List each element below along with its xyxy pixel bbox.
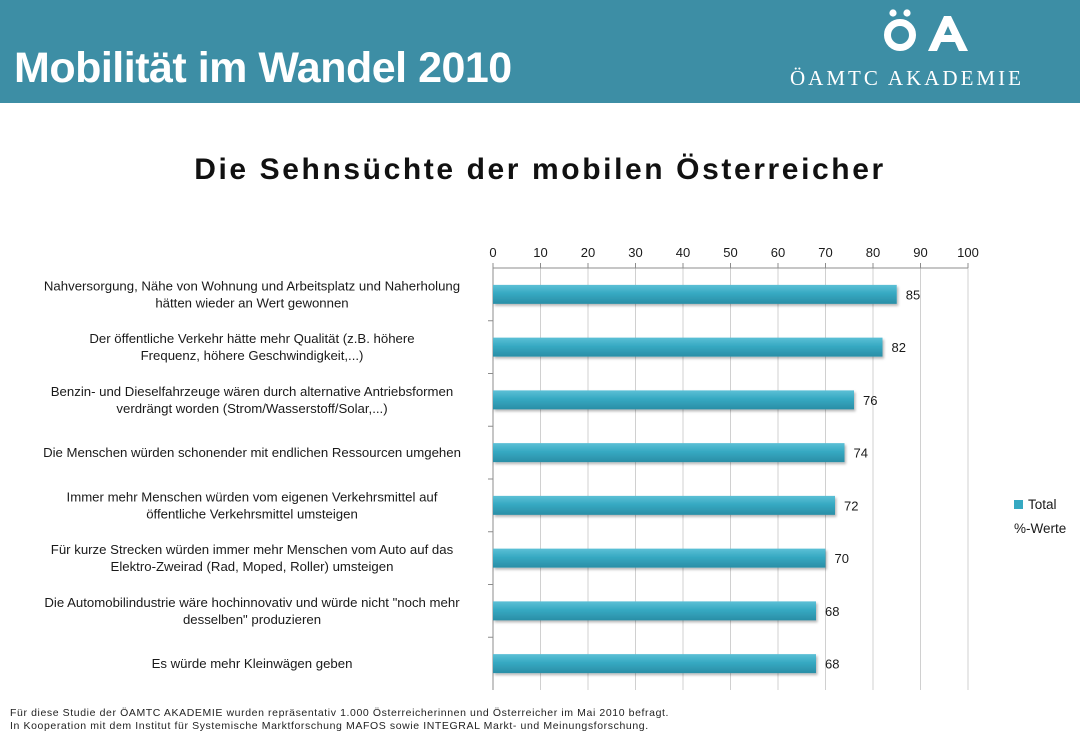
tick-label: 20 xyxy=(581,245,595,260)
legend-entry-total: Total xyxy=(1014,494,1066,514)
category-label: Die Automobilindustrie wäre hochinnovati… xyxy=(44,595,460,610)
category-label: hätten wieder an Wert gewonnen xyxy=(155,295,348,310)
bar xyxy=(493,495,835,515)
data-label: 68 xyxy=(825,657,839,672)
category-label: Die Menschen würden schonender mit endli… xyxy=(43,445,461,460)
page-title: Mobilität im Wandel 2010 xyxy=(14,44,512,92)
legend: Total %-Werte xyxy=(1014,494,1066,538)
data-label: 82 xyxy=(892,340,906,355)
tick-label: 60 xyxy=(771,245,785,260)
data-label: 85 xyxy=(906,287,920,302)
bar xyxy=(493,654,816,674)
tick-label: 40 xyxy=(676,245,690,260)
tick-label: 10 xyxy=(533,245,547,260)
category-label: Frequenz, höhere Geschwindigkeit,...) xyxy=(141,348,364,363)
header-bar: Mobilität im Wandel 2010 ÖAMTC AKADEMIE xyxy=(0,0,1080,103)
category-label: verdrängt worden (Strom/Wasserstoff/Sola… xyxy=(116,401,387,416)
oeamtc-logo-mark xyxy=(884,9,968,51)
bar xyxy=(493,390,854,410)
footnote-line: In Kooperation mit dem Institut für Syst… xyxy=(10,720,649,732)
tick-label: 70 xyxy=(818,245,832,260)
category-label: Nahversorgung, Nähe von Wohnung und Arbe… xyxy=(44,278,460,293)
footnote-line: Für diese Studie der ÖAMTC AKADEMIE wurd… xyxy=(10,707,670,719)
data-label: 74 xyxy=(854,446,868,461)
data-label: 70 xyxy=(835,551,849,566)
bar xyxy=(493,443,845,463)
chart-title: Die Sehnsüchte der mobilen Österreicher xyxy=(194,153,886,186)
tick-label: 100 xyxy=(957,245,979,260)
data-label: 68 xyxy=(825,604,839,619)
footnote: Für diese Studie der ÖAMTC AKADEMIE wurd… xyxy=(10,707,669,733)
category-label: Immer mehr Menschen würden vom eigenen V… xyxy=(67,489,438,504)
category-label: Elektro-Zweirad (Rad, Moped, Roller) ums… xyxy=(111,559,394,574)
tick-label: 80 xyxy=(866,245,880,260)
category-label: desselben" produzieren xyxy=(183,612,321,627)
tick-label: 50 xyxy=(723,245,737,260)
bar xyxy=(493,601,816,621)
bar xyxy=(493,337,883,357)
bar xyxy=(493,548,826,568)
data-label: 76 xyxy=(863,393,877,408)
legend-label: Total xyxy=(1028,496,1057,512)
category-label: Für kurze Strecken würden immer mehr Men… xyxy=(51,542,454,557)
legend-note: %-Werte xyxy=(1014,520,1067,536)
category-label: öffentliche Verkehrsmittel umsteigen xyxy=(146,506,358,521)
tick-label: 30 xyxy=(628,245,642,260)
tick-label: 90 xyxy=(913,245,927,260)
logo-wordmark: ÖAMTC AKADEMIE xyxy=(790,66,1024,90)
category-label: Benzin- und Dieselfahrzeuge wären durch … xyxy=(51,384,453,399)
category-label: Es würde mehr Kleinwägen geben xyxy=(152,656,353,671)
tick-label: 0 xyxy=(489,245,496,260)
legend-swatch xyxy=(1014,499,1023,509)
bar xyxy=(493,284,897,304)
data-label: 72 xyxy=(844,498,858,513)
category-label: Der öffentliche Verkehr hätte mehr Quali… xyxy=(89,331,414,346)
